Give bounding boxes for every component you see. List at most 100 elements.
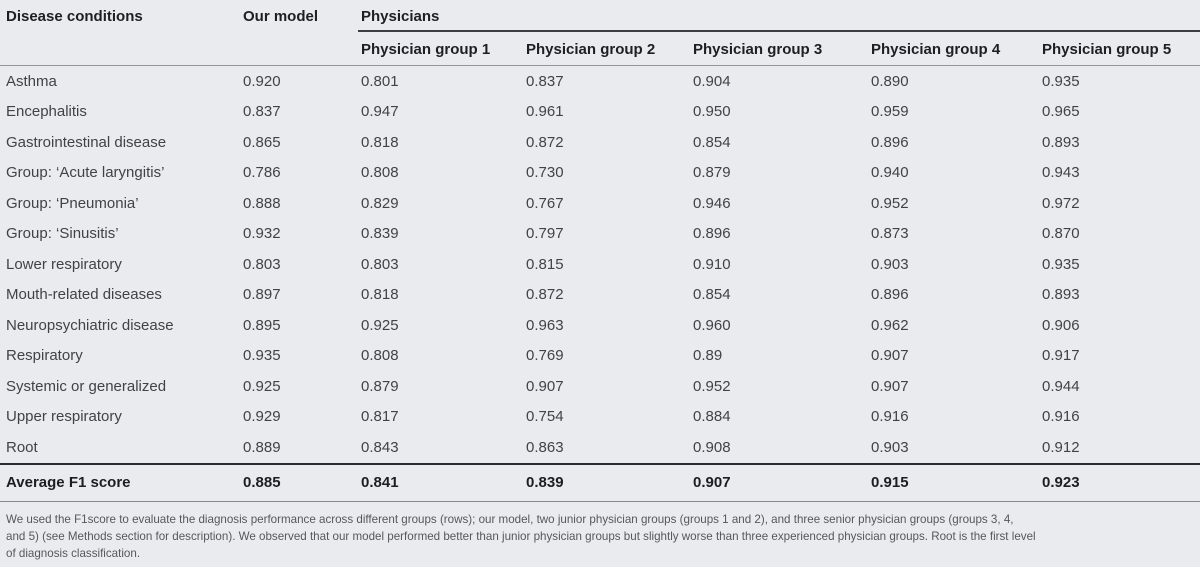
score-cell: 0.884 [693, 408, 731, 426]
score-cell: 0.952 [871, 194, 909, 212]
score-cell: 0.910 [693, 255, 731, 273]
score-cell: 0.897 [243, 286, 281, 304]
score-cell: 0.888 [243, 194, 281, 212]
table-body: Asthma 0.920 0.801 0.837 0.904 0.890 0.935 Ence… [0, 66, 1200, 464]
average-score-cell: 0.885 [240, 462, 358, 502]
score-cell: 0.863 [526, 438, 564, 456]
score-cell: 0.944 [1042, 377, 1080, 395]
score-cell: 0.896 [871, 133, 909, 151]
table-row: Group: ‘Acute laryngitis’ 0.786 0.808 0.730… [0, 158, 1200, 189]
score-cell: 0.925 [243, 377, 281, 395]
score-cell: 0.903 [871, 438, 909, 456]
score-cell: 0.917 [1042, 347, 1080, 365]
score-cell: 0.730 [526, 164, 564, 182]
table-footnote: We used the F1score to evaluate the diag… [0, 511, 1200, 562]
score-cell: 0.839 [361, 225, 399, 243]
average-score-cell: 0.839 [523, 462, 690, 502]
score-cell: 0.960 [693, 316, 731, 334]
group-header-row: Disease conditions Our model Physicians [0, 0, 1200, 66]
f1-score-table: Disease conditions Our model Physicians … [0, 0, 1200, 502]
row-label: Group: ‘Acute laryngitis’ [6, 164, 165, 182]
table-row: Gastrointestinal disease 0.865 0.818 0.872 0… [0, 127, 1200, 158]
average-score-cell: 0.915 [868, 462, 1039, 502]
score-cell: 0.818 [361, 286, 399, 304]
score-cell: 0.932 [243, 225, 281, 243]
table-row: Asthma 0.920 0.801 0.837 0.904 0.890 0.935 [0, 66, 1200, 97]
col-header-our-model: Our model [240, 0, 358, 66]
col-header-physician-group-2: Physician group 2 [523, 31, 690, 66]
row-label: Lower respiratory [6, 255, 122, 273]
row-label: Asthma [6, 72, 57, 90]
table-row: Neuropsychiatric disease 0.895 0.925 0.963 0… [0, 310, 1200, 341]
score-cell: 0.803 [243, 255, 281, 273]
score-cell: 0.906 [1042, 316, 1080, 334]
row-label: Group: ‘Sinusitis’ [6, 225, 119, 243]
subheader-row: Physician group 1 Physician group 2 Physic… [0, 31, 1200, 66]
score-cell: 0.89 [693, 347, 723, 365]
score-cell: 0.904 [693, 72, 731, 90]
score-cell: 0.786 [243, 164, 281, 182]
average-score-cell: 0.923 [1039, 462, 1200, 502]
score-cell: 0.754 [526, 408, 564, 426]
row-label: Group: ‘Pneumonia’ [6, 194, 139, 212]
score-cell: 0.935 [1042, 255, 1080, 273]
score-cell: 0.916 [871, 408, 909, 426]
score-cell: 0.935 [1042, 72, 1080, 90]
row-label: Root [6, 438, 38, 456]
score-cell: 0.872 [526, 286, 564, 304]
row-label: Upper respiratory [6, 408, 122, 426]
footnote-line: We used the F1score to evaluate the diag… [6, 512, 1014, 526]
table-row: Lower respiratory 0.803 0.803 0.815 0.910 0.9… [0, 249, 1200, 280]
table-row: Encephalitis 0.837 0.947 0.961 0.950 0.959 0.9… [0, 97, 1200, 128]
score-cell: 0.963 [526, 316, 564, 334]
table-row: Systemic or generalized 0.925 0.879 0.907 0.… [0, 371, 1200, 402]
score-cell: 0.929 [243, 408, 281, 426]
score-cell: 0.872 [526, 133, 564, 151]
score-cell: 0.925 [361, 316, 399, 334]
score-cell: 0.865 [243, 133, 281, 151]
score-cell: 0.907 [871, 347, 909, 365]
row-label: Encephalitis [6, 103, 87, 121]
score-cell: 0.893 [1042, 133, 1080, 151]
row-label: Neuropsychiatric disease [6, 316, 174, 334]
score-cell: 0.916 [1042, 408, 1080, 426]
score-cell: 0.961 [526, 103, 564, 121]
row-label: Respiratory [6, 347, 83, 365]
score-cell: 0.959 [871, 103, 909, 121]
score-cell: 0.870 [1042, 225, 1080, 243]
col-header-physician-group-1: Physician group 1 [358, 31, 523, 66]
row-label: Mouth-related diseases [6, 286, 162, 304]
table-row: Group: ‘Sinusitis’ 0.932 0.839 0.797 0.896 0.… [0, 219, 1200, 250]
score-cell: 0.903 [871, 255, 909, 273]
score-cell: 0.854 [693, 133, 731, 151]
score-cell: 0.837 [243, 103, 281, 121]
score-cell: 0.940 [871, 164, 909, 182]
score-cell: 0.962 [871, 316, 909, 334]
score-cell: 0.879 [693, 164, 731, 182]
score-cell: 0.950 [693, 103, 731, 121]
score-cell: 0.912 [1042, 438, 1080, 456]
score-cell: 0.829 [361, 194, 399, 212]
score-cell: 0.935 [243, 347, 281, 365]
score-cell: 0.797 [526, 225, 564, 243]
footnote-line: of diagnosis classification. [6, 546, 141, 560]
table-row: Root 0.889 0.843 0.863 0.908 0.903 0.912 [0, 432, 1200, 464]
row-label: Gastrointestinal disease [6, 133, 167, 151]
average-score-cell: 0.841 [358, 462, 523, 502]
score-cell: 0.896 [871, 286, 909, 304]
score-cell: 0.808 [361, 347, 399, 365]
score-cell: 0.965 [1042, 103, 1080, 121]
footnote-line: and 5) (see Methods section for descript… [6, 529, 1036, 543]
score-cell: 0.947 [361, 103, 399, 121]
score-cell: 0.808 [361, 164, 399, 182]
score-cell: 0.873 [871, 225, 909, 243]
score-cell: 0.896 [693, 225, 731, 243]
table-row: Upper respiratory 0.929 0.817 0.754 0.884 0.9… [0, 402, 1200, 433]
col-header-physician-group-5: Physician group 5 [1039, 31, 1200, 66]
score-cell: 0.843 [361, 438, 399, 456]
score-cell: 0.895 [243, 316, 281, 334]
score-cell: 0.837 [526, 72, 564, 90]
score-cell: 0.908 [693, 438, 731, 456]
score-cell: 0.972 [1042, 194, 1080, 212]
